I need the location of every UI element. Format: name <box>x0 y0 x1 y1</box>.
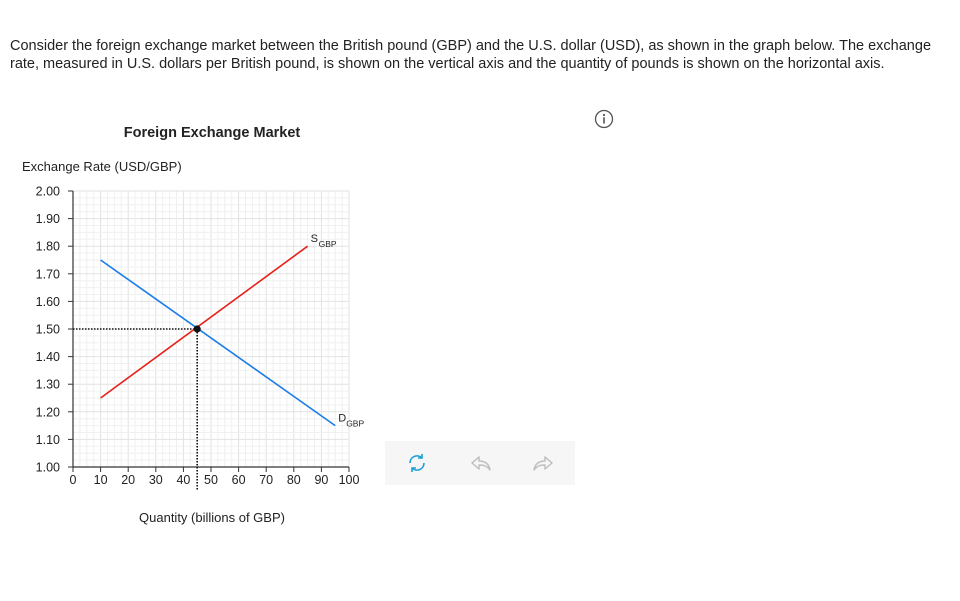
reset-icon[interactable] <box>405 451 429 475</box>
chart-title: Foreign Exchange Market <box>124 125 301 141</box>
x-axis-label: Quantity (billions of GBP) <box>139 510 285 525</box>
y-axis-label: Exchange Rate (USD/GBP) <box>22 159 182 174</box>
question-prompt: Consider the foreign exchange market bet… <box>10 38 932 72</box>
info-icon[interactable] <box>594 109 614 129</box>
y-tick-label: 1.20 <box>36 405 60 419</box>
x-tick-label: 50 <box>204 473 218 487</box>
equilibrium-guides <box>73 328 198 491</box>
y-tick-label: 1.80 <box>36 240 60 254</box>
y-tick-label: 1.30 <box>36 378 60 392</box>
y-tick-label: 1.40 <box>36 350 60 364</box>
x-tick-label: 20 <box>121 473 135 487</box>
x-tick-label: 70 <box>259 473 273 487</box>
redo-icon[interactable] <box>531 451 555 475</box>
grid <box>72 190 350 468</box>
y-tick-label: 1.90 <box>36 212 60 226</box>
supply-curve-label: S <box>311 233 318 245</box>
graph-toolbar <box>385 441 575 485</box>
x-tick-label: 100 <box>339 473 360 487</box>
supply-curve-label-subscript: GBP <box>319 239 337 249</box>
x-tick-label: 80 <box>287 473 301 487</box>
foreign-exchange-chart: Foreign Exchange Market Exchange Rate (U… <box>22 125 365 525</box>
demand-curve-label: D <box>338 413 346 425</box>
y-tick-label: 2.00 <box>36 185 60 199</box>
y-tick-label: 1.50 <box>36 323 60 337</box>
y-tick-label: 1.70 <box>36 267 60 281</box>
x-tick-label: 10 <box>94 473 108 487</box>
supply-curve[interactable] <box>100 245 309 399</box>
demand-curve[interactable] <box>100 259 336 427</box>
demand-curve-label-subscript: GBP <box>346 419 364 429</box>
x-tick-label: 30 <box>149 473 163 487</box>
x-tick-label: 90 <box>314 473 328 487</box>
x-tick-label: 60 <box>232 473 246 487</box>
y-tick-label: 1.00 <box>36 461 60 475</box>
x-tick-label: 40 <box>176 473 190 487</box>
tick-labels: 1.00 1.10 1.20 1.30 1.40 1.50 1.60 1.70 1.80 1.90… <box>36 185 360 488</box>
x-tick-label: 0 <box>70 473 77 487</box>
y-tick-label: 1.60 <box>36 295 60 309</box>
undo-icon[interactable] <box>469 451 493 475</box>
y-tick-label: 1.10 <box>36 433 60 447</box>
axes <box>68 190 350 472</box>
equilibrium[interactable] <box>193 325 201 333</box>
equilibrium-point[interactable] <box>193 325 201 333</box>
